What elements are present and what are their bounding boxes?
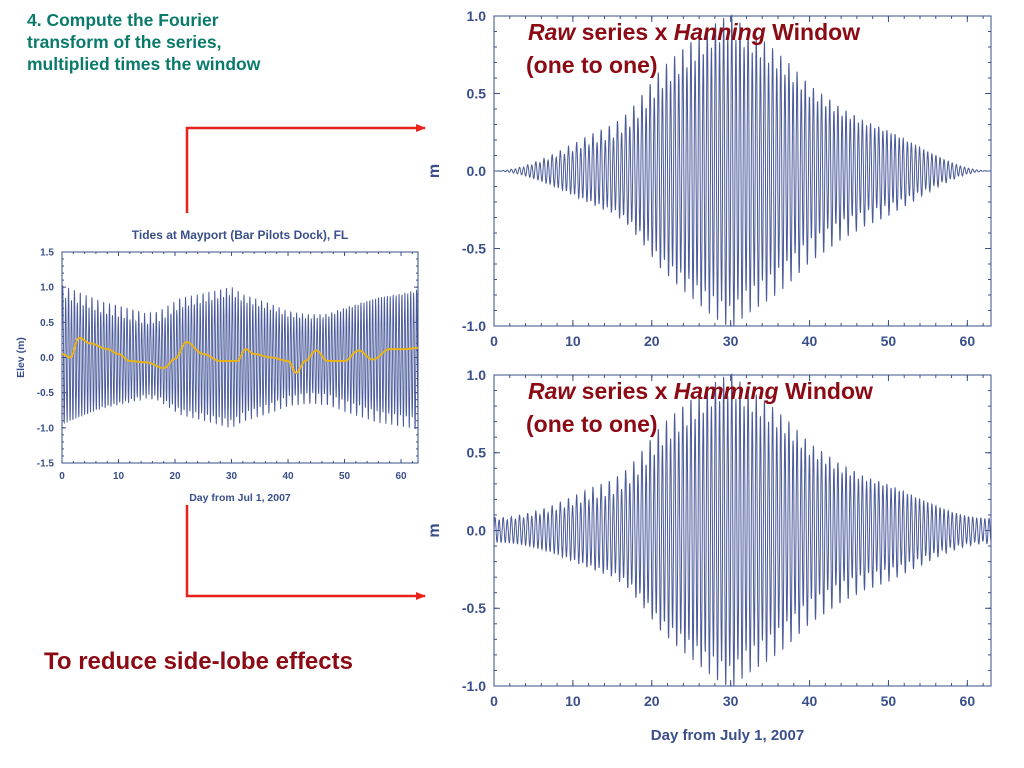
y-tick-label: 0.0 (467, 163, 487, 179)
y-tick-label: 0.5 (467, 445, 487, 461)
x-tick-label: 20 (169, 471, 181, 482)
x-tick-label: 50 (881, 333, 897, 349)
overlay-title-part: Window (779, 378, 873, 404)
y-axis-label: Elev (m) (15, 337, 27, 378)
x-tick-label: 0 (490, 693, 498, 709)
y-tick-label: 0.0 (40, 353, 54, 364)
y-tick-label: 1.0 (467, 367, 487, 383)
hamming-series-line (493, 373, 992, 686)
y-tick-label: 1.0 (40, 283, 54, 294)
x-tick-label: 40 (282, 471, 294, 482)
tide-chart: 0 10 20 30 40 50 60 1.5 1.0 0.5 0.0 -0.5 -1.0 -1.5 Tid… (15, 228, 419, 504)
arrows (185, 124, 426, 600)
overlay-title-part: series x (575, 19, 673, 45)
overlay-title-part: series x (575, 378, 673, 404)
x-axis-label: Day from July 1, 2007 (651, 727, 804, 744)
x-tick-label: 50 (339, 471, 351, 482)
x-tick-label: 60 (395, 471, 407, 482)
y-tick-label: -0.5 (37, 388, 55, 399)
step-line-3: multiplied times the window (27, 54, 261, 74)
x-tick-label: 10 (565, 333, 581, 349)
x-tick-label: 10 (113, 471, 125, 482)
overlay-title-part: Window (766, 19, 860, 45)
conclusion-text: To reduce side-lobe effects (44, 648, 353, 675)
x-tick-label: 30 (723, 333, 739, 349)
x-tick-label: 20 (644, 333, 660, 349)
arrow-to-hanning (185, 124, 426, 213)
y-tick-label: 1.5 (40, 248, 54, 259)
y-tick-label: -1.0 (37, 423, 55, 434)
overlay-title-part: Raw (528, 19, 577, 45)
y-tick-label: -0.5 (462, 240, 486, 256)
y-axis-label: m (426, 164, 443, 178)
overlay-title-part: Hamming (674, 378, 779, 404)
y-tick-label: 0.5 (40, 318, 54, 329)
tide-series-line (61, 284, 419, 430)
overlay-subtitle: (one to one) (526, 411, 658, 437)
x-tick-label: 20 (644, 693, 660, 709)
arrow-to-hamming (185, 505, 426, 600)
x-tick-label: 0 (59, 471, 65, 482)
hamming-chart: 0 10 20 30 40 50 60 1.0 0.5 0.0 -0.5 -1.0 m Raw serie… (426, 367, 992, 744)
hanning-series-line (494, 14, 991, 326)
chart-title: Tides at Mayport (Bar Pilots Dock), FL (132, 228, 348, 242)
x-tick-label: 40 (802, 693, 818, 709)
y-axis-label: m (426, 523, 443, 537)
x-tick-label: 30 (226, 471, 238, 482)
y-tick-label: 1.0 (467, 8, 487, 24)
y-tick-label: -0.5 (462, 600, 486, 616)
y-tick-label: -1.0 (462, 678, 486, 694)
x-tick-label: 30 (723, 693, 739, 709)
x-tick-label: 0 (490, 333, 498, 349)
step-line-2: transform of the series, (27, 32, 222, 52)
y-tick-label: -1.0 (462, 318, 486, 334)
mean-level-line (61, 336, 418, 375)
hanning-chart: 0 10 20 30 40 50 60 1.0 0.5 0.0 -0.5 -1.0 m Raw serie… (426, 8, 992, 349)
y-tick-label: 0.0 (467, 522, 487, 538)
x-tick-label: 50 (881, 693, 897, 709)
overlay-subtitle: (one to one) (526, 52, 658, 78)
overlay-title-part: Hanning (674, 19, 766, 45)
x-tick-label: 60 (960, 333, 976, 349)
step-description: 4. Compute the Fourier transform of the … (27, 9, 357, 75)
x-tick-label: 10 (565, 693, 581, 709)
y-tick-label: 0.5 (467, 85, 487, 101)
x-axis-label: Day from Jul 1, 2007 (189, 492, 291, 504)
y-tick-label: -1.5 (37, 459, 55, 470)
step-line-1: 4. Compute the Fourier (27, 10, 219, 30)
overlay-title: Raw series x Hamming Window (528, 378, 873, 404)
x-tick-label: 60 (960, 693, 976, 709)
overlay-title-part: Raw (528, 378, 577, 404)
overlay-title: Raw series x Hanning Window (528, 19, 860, 45)
x-tick-label: 40 (802, 333, 818, 349)
